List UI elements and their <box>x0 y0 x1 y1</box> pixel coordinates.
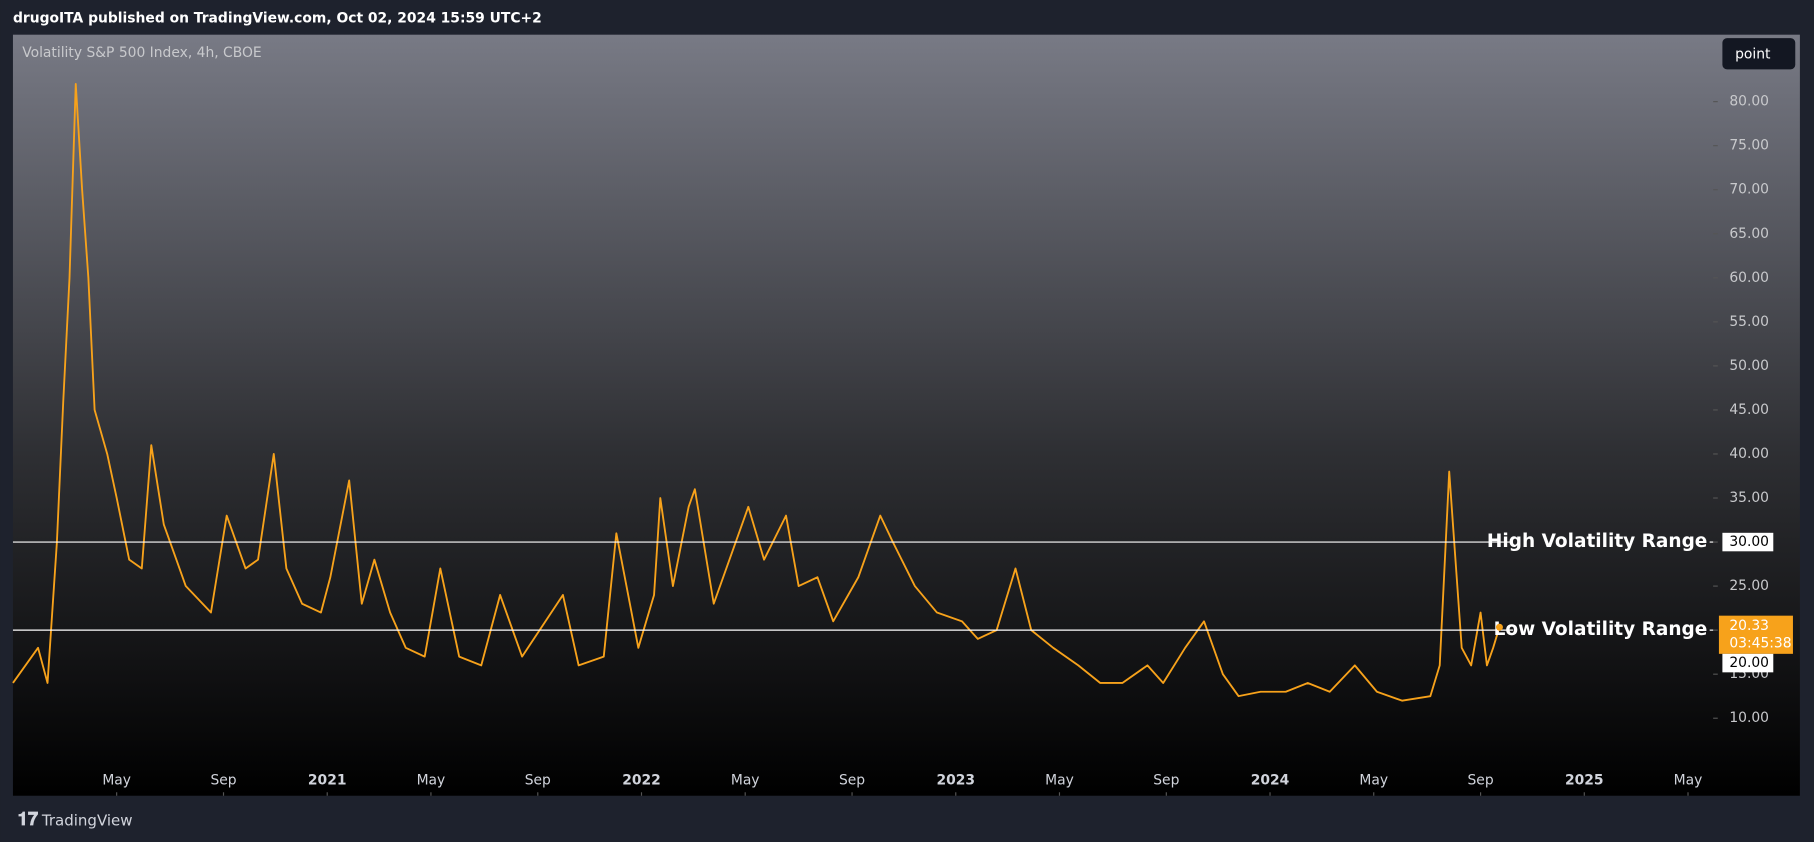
horizontal-line-label: Low Volatility Range <box>1494 619 1708 640</box>
price-label: 30.00 <box>1729 534 1769 550</box>
x-tick-label: May <box>1674 773 1703 789</box>
x-tick-label: Sep <box>210 773 236 789</box>
last-point <box>1495 623 1503 631</box>
y-tick-label: 40.00 <box>1729 446 1769 462</box>
chart-pane <box>12 34 1800 796</box>
x-tick-label: May <box>731 773 760 789</box>
y-tick-label: 55.00 <box>1729 314 1769 330</box>
point-button[interactable] <box>1722 38 1796 70</box>
brand-logo: 𝟏𝟕 <box>18 809 39 830</box>
point-button-label[interactable]: point <box>1735 46 1771 62</box>
x-tick-label: Sep <box>525 773 551 789</box>
price-label: 20.00 <box>1729 655 1769 671</box>
publish-header: drugoITA published on TradingView.com, O… <box>13 11 542 27</box>
y-tick-label: 25.00 <box>1729 578 1769 594</box>
y-tick-label: 35.00 <box>1729 490 1769 506</box>
y-tick-label: 80.00 <box>1729 94 1769 110</box>
price-label-box <box>1722 653 1774 673</box>
price-label-box <box>1722 532 1774 552</box>
horizontal-line-label: High Volatility Range <box>1487 531 1707 552</box>
y-tick-label: 75.00 <box>1729 138 1769 154</box>
last-price-box <box>1718 615 1793 654</box>
x-tick-label: Sep <box>1468 773 1494 789</box>
y-tick-label: 10.00 <box>1729 710 1769 726</box>
x-tick-label: May <box>102 773 131 789</box>
x-tick-label: 2021 <box>308 773 347 789</box>
x-tick-label: 2023 <box>936 773 975 789</box>
x-tick-label: Sep <box>839 773 865 789</box>
brand-name: TradingView <box>41 812 133 830</box>
plot <box>12 83 1501 702</box>
y-tick-label: 65.00 <box>1729 226 1769 242</box>
y-tick-label: 50.00 <box>1729 358 1769 374</box>
last-price: 20.33 <box>1729 618 1769 634</box>
x-tick-label: 2022 <box>622 773 661 789</box>
symbol-title: Volatility S&P 500 Index, 4h, CBOE <box>22 45 261 61</box>
x-tick-label: May <box>417 773 446 789</box>
y-tick-label: 45.00 <box>1729 402 1769 418</box>
y-tick-label: 60.00 <box>1729 270 1769 286</box>
price-line <box>12 83 1501 702</box>
x-tick-label: May <box>1359 773 1388 789</box>
countdown: 03:45:38 <box>1729 635 1791 651</box>
x-tick-label: May <box>1045 773 1074 789</box>
y-tick-label: 70.00 <box>1729 182 1769 198</box>
x-tick-label: Sep <box>1153 773 1179 789</box>
x-tick-label: 2024 <box>1251 773 1290 789</box>
x-tick-label: 2025 <box>1565 773 1604 789</box>
